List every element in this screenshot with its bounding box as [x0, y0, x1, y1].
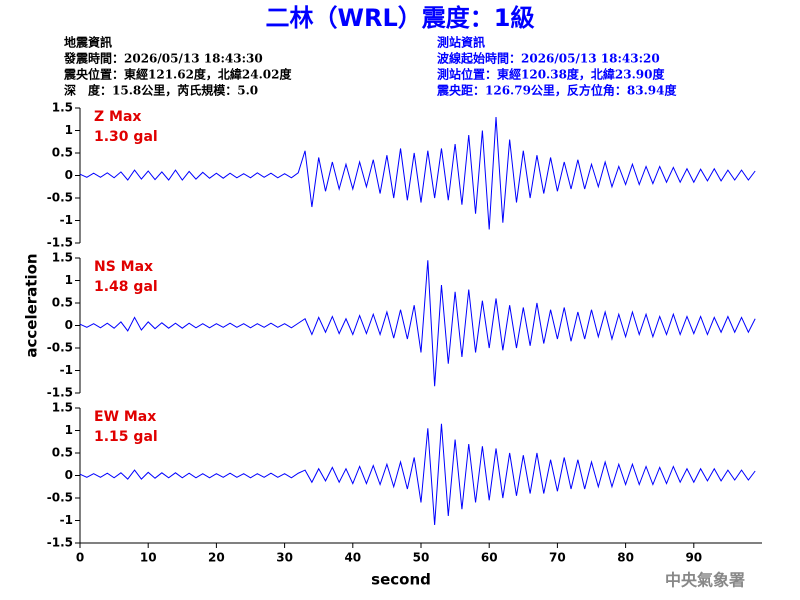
title: 二林（WRL）震度：1級	[266, 4, 535, 32]
y-tick-label: 1	[65, 273, 73, 287]
x-tick-label: 10	[140, 551, 157, 565]
x-tick-label: 0	[76, 551, 84, 565]
info-line: 震央距：126.79公里，反方位角：83.94度	[437, 83, 678, 98]
y-tick-label: -1.5	[47, 236, 73, 250]
y-tick-label: 0	[65, 168, 73, 182]
y-tick-label: 1.5	[52, 251, 73, 265]
footer: 中央氣象署	[665, 571, 745, 590]
info-line: 測站位置：東經120.38度，北緯23.90度	[437, 67, 666, 82]
annotation: EW Max	[94, 409, 156, 425]
x-tick-label: 50	[413, 551, 430, 565]
annotation: Z Max	[94, 109, 141, 125]
y-tick-label: 1.5	[52, 401, 73, 415]
y-tick-label: -1	[60, 363, 73, 377]
y-tick-label: 1.5	[52, 101, 73, 115]
y-tick-label: 1	[65, 123, 73, 137]
annotation: NS Max	[94, 259, 153, 275]
info-line: 震央位置：東經121.62度，北緯24.02度	[64, 67, 293, 82]
annotation: 1.15 gal	[94, 429, 158, 445]
x-tick-label: 30	[276, 551, 293, 565]
y-tick-label: -0.5	[47, 191, 73, 205]
annotation: 1.48 gal	[94, 279, 158, 295]
x-axis-label: second	[371, 571, 431, 589]
y-tick-label: -1	[60, 213, 73, 227]
x-tick-label: 60	[481, 551, 498, 565]
waveform	[79, 116, 756, 230]
annotation: 1.30 gal	[94, 129, 158, 145]
info-line: 波線起始時間：2026/05/13 18:43:20	[437, 51, 660, 66]
waveform	[79, 423, 756, 526]
y-tick-label: 0.5	[52, 146, 73, 160]
y-tick-label: 0	[65, 468, 73, 482]
info-line: 測站資訊	[437, 35, 485, 50]
info-line: 發震時間：2026/05/13 18:43:30	[63, 51, 263, 66]
x-tick-label: 70	[549, 551, 566, 565]
y-tick-label: 1	[65, 423, 73, 437]
y-axis-label: acceleration	[23, 253, 41, 357]
x-tick-label: 90	[685, 551, 702, 565]
info-line: 深 度：15.8公里，芮氏規模：5.0	[64, 83, 258, 98]
y-tick-label: -1.5	[47, 536, 73, 550]
waveform	[79, 260, 756, 387]
y-tick-label: 0.5	[52, 296, 73, 310]
y-tick-label: 0.5	[52, 446, 73, 460]
y-tick-label: -0.5	[47, 341, 73, 355]
y-tick-label: 0	[65, 318, 73, 332]
y-tick-label: -0.5	[47, 491, 73, 505]
x-tick-label: 80	[617, 551, 634, 565]
info-line: 地震資訊	[64, 35, 112, 50]
x-tick-label: 20	[208, 551, 225, 565]
y-tick-label: -1.5	[47, 386, 73, 400]
x-tick-label: 40	[344, 551, 361, 565]
y-tick-label: -1	[60, 513, 73, 527]
